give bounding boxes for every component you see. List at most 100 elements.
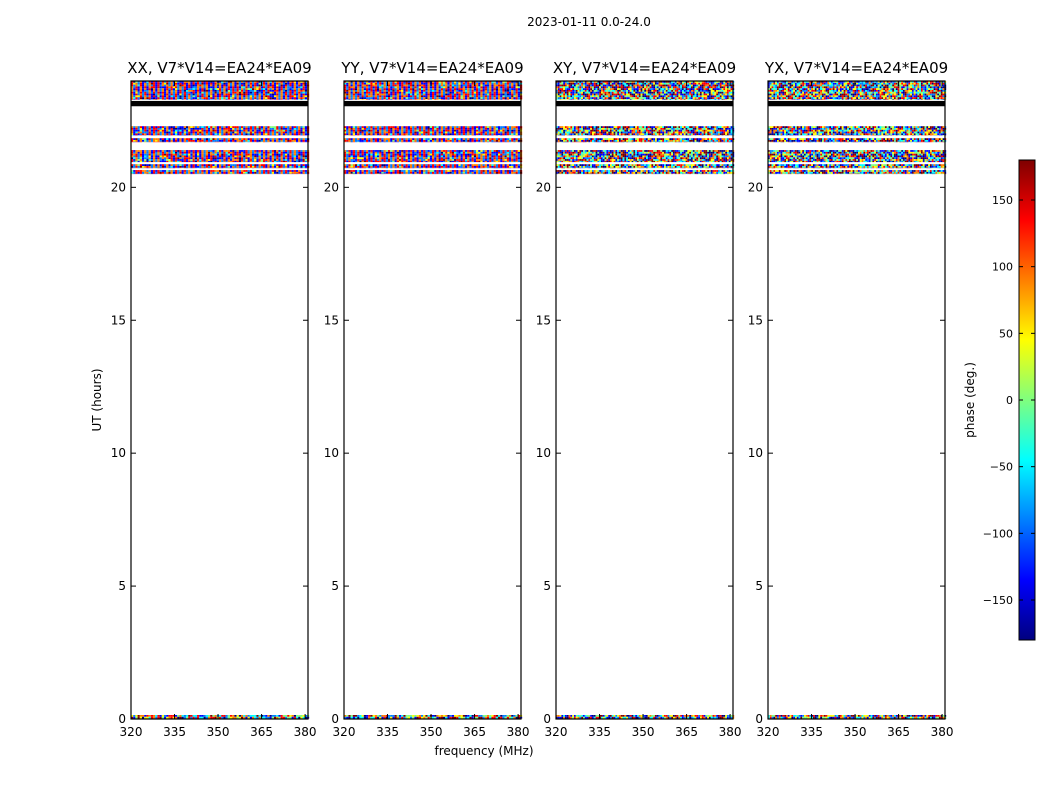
- data-cell: [304, 86, 307, 89]
- data-cell: [139, 166, 142, 168]
- data-cell: [412, 140, 415, 142]
- data-cell: [150, 150, 153, 152]
- data-cell: [197, 716, 200, 719]
- data-cell: [271, 99, 274, 100]
- data-cell: [418, 140, 421, 142]
- data-cell: [234, 140, 237, 142]
- data-cell: [155, 93, 158, 96]
- data-cell: [390, 715, 393, 717]
- data-cell: [247, 166, 250, 168]
- data-cell: [197, 126, 200, 128]
- data-cell: [377, 157, 380, 160]
- data-cell: [513, 171, 516, 174]
- data-cell: [370, 155, 373, 158]
- data-cell: [201, 164, 204, 166]
- data-cell: [412, 129, 415, 132]
- data-cell: [201, 99, 204, 100]
- data-cell: [256, 133, 259, 136]
- data-cell: [291, 129, 294, 132]
- data-cell: [271, 160, 274, 163]
- data-cell: [304, 81, 307, 83]
- data-cell: [445, 155, 448, 158]
- data-cell: [161, 715, 164, 717]
- data-cell: [254, 171, 257, 174]
- data-cell: [142, 153, 145, 156]
- data-cell: [227, 91, 230, 94]
- data-cell: [434, 164, 437, 166]
- data-cell: [157, 97, 160, 99]
- data-cell: [225, 171, 228, 174]
- data-cell: [285, 150, 288, 152]
- data-cell: [473, 133, 476, 136]
- data-cell: [212, 166, 215, 168]
- data-cell: [515, 131, 518, 134]
- data-cell: [346, 171, 349, 174]
- data-cell: [361, 155, 364, 158]
- data-cell: [366, 128, 369, 130]
- data-cell: [517, 133, 520, 136]
- data-cell: [247, 88, 250, 90]
- data-cell: [258, 159, 261, 161]
- data-cell: [175, 86, 178, 89]
- data-cell: [280, 84, 283, 87]
- data-cell: [252, 166, 255, 168]
- data-cell: [142, 160, 145, 163]
- data-cell: [355, 153, 358, 156]
- data-cell: [139, 157, 142, 160]
- data-cell: [447, 166, 450, 168]
- data-cell: [282, 81, 285, 83]
- data-cell: [363, 138, 366, 140]
- data-cell: [201, 715, 204, 717]
- data-cell: [267, 128, 270, 130]
- data-cell: [133, 159, 136, 161]
- data-cell: [421, 715, 424, 717]
- data-cell: [148, 97, 151, 99]
- data-cell: [161, 84, 164, 87]
- data-cell: [287, 133, 290, 136]
- data-cell: [383, 126, 386, 128]
- data-cell: [230, 126, 233, 128]
- data-cell: [460, 126, 463, 128]
- data-cell: [416, 716, 419, 719]
- data-cell: [425, 128, 428, 130]
- data-cell: [390, 716, 393, 719]
- data-cell: [289, 81, 292, 83]
- data-cell: [254, 91, 257, 94]
- data-cell: [429, 164, 432, 166]
- data-cell: [265, 157, 268, 160]
- data-cell: [238, 126, 241, 128]
- data-cell: [460, 715, 463, 717]
- data-cell: [133, 128, 136, 130]
- data-cell: [361, 138, 364, 140]
- data-cell: [194, 126, 197, 128]
- data-cell: [241, 159, 244, 161]
- data-cell: [258, 88, 261, 90]
- data-cell: [517, 150, 520, 152]
- data-cell: [401, 129, 404, 132]
- data-cell: [392, 153, 395, 156]
- data-cell: [383, 128, 386, 130]
- data-cell: [511, 159, 514, 161]
- data-cell: [296, 90, 299, 92]
- data-cell: [427, 138, 430, 140]
- data-cell: [199, 164, 202, 166]
- data-cell: [451, 716, 454, 719]
- data-cell: [137, 140, 140, 142]
- data-cell: [203, 138, 206, 140]
- data-cell: [199, 170, 202, 172]
- data-cell: [352, 131, 355, 134]
- data-cell: [357, 164, 360, 166]
- data-cell: [230, 133, 233, 136]
- data-cell: [144, 93, 147, 96]
- data-cell: [296, 95, 299, 98]
- data-cell: [214, 155, 217, 158]
- data-cell: [260, 126, 263, 128]
- data-cell: [181, 171, 184, 174]
- data-cell: [478, 150, 481, 152]
- data-cell: [142, 126, 145, 128]
- data-cell: [223, 84, 226, 87]
- data-cell: [274, 97, 277, 99]
- data-cell: [451, 164, 454, 166]
- data-cell: [247, 131, 250, 134]
- data-cell: [287, 155, 290, 158]
